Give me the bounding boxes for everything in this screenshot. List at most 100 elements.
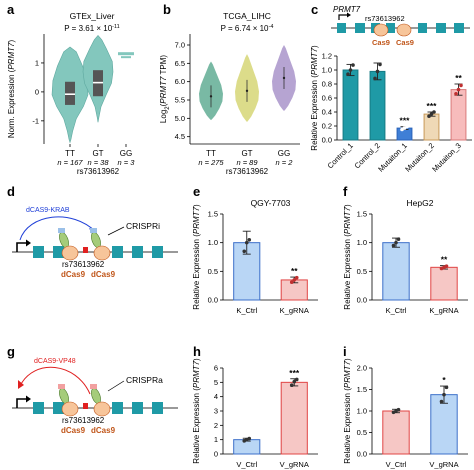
x-tick-label: GG bbox=[120, 149, 132, 158]
diagram-d-dcas9-shape bbox=[61, 245, 79, 261]
y-tick-label: 0.4 bbox=[322, 108, 332, 117]
chart-title: TCGA_LIHC bbox=[223, 11, 271, 21]
y-tick-label: 0.2 bbox=[322, 122, 332, 131]
diagram-g-exon bbox=[132, 402, 143, 414]
diagram-c-cas9-shape bbox=[396, 23, 412, 37]
diagram-d-krab-shape bbox=[58, 228, 65, 233]
data-point bbox=[429, 112, 434, 116]
panel-letter-h: h bbox=[193, 344, 201, 359]
x-tick-label: V_Ctrl bbox=[386, 460, 407, 469]
diagram-d-snp-marker bbox=[83, 247, 88, 253]
chart-h: 0 1 2 3 4 5 6 Relative Expression (PRMT7) V_Ctrl… bbox=[192, 358, 318, 469]
diagram-g-exon bbox=[53, 402, 64, 414]
chart-e: 0.0 0.5 1.0 1.5 QGY-7703 Relative Expression … bbox=[192, 198, 318, 315]
bar bbox=[423, 113, 440, 141]
diagram-c-tss-arrow bbox=[338, 14, 347, 20]
diagram-d-exon bbox=[112, 246, 123, 258]
y-tick-label: 1.2 bbox=[322, 52, 332, 61]
x-tick-label: Control_1 bbox=[326, 141, 355, 170]
bar bbox=[233, 439, 261, 455]
x-tick-label: TT bbox=[65, 149, 75, 158]
data-point bbox=[439, 399, 444, 404]
data-point bbox=[373, 76, 377, 81]
y-tick-label: 0.5 bbox=[208, 267, 218, 276]
y-tick-label: 1.0 bbox=[208, 238, 218, 247]
diagram-d-exon bbox=[152, 246, 163, 258]
diagram-c-gene-label: PRMT7 bbox=[333, 5, 361, 14]
significance-stars: ** bbox=[291, 266, 298, 276]
x-tick-label: Mutaiton_3 bbox=[430, 141, 463, 174]
data-point bbox=[427, 114, 431, 118]
chart-a: -1 0 1 GTEx_Liver P = 3.61 × 10-11 Norm. Expr… bbox=[7, 11, 135, 176]
y-tick-label: -1 bbox=[32, 116, 39, 125]
data-point bbox=[294, 377, 299, 382]
y-tick-label: 0.5 bbox=[357, 267, 367, 276]
data-point bbox=[442, 392, 446, 397]
significance-stars: * bbox=[442, 375, 446, 385]
data-point bbox=[346, 72, 350, 76]
data-point bbox=[289, 383, 294, 388]
bar bbox=[280, 381, 308, 455]
x-axis-label: rs73613962 bbox=[77, 167, 120, 176]
iqr-box bbox=[65, 81, 75, 105]
diagram-g-snp-label: rs73613962 bbox=[62, 416, 105, 425]
diagram-g-vp48-shape bbox=[90, 384, 97, 389]
significance-stars: *** bbox=[289, 368, 300, 378]
data-point bbox=[459, 83, 463, 88]
diagram-d-exon bbox=[132, 246, 143, 258]
data-point bbox=[432, 110, 436, 114]
significance-stars: ** bbox=[441, 255, 448, 265]
y-axis-label: Relative Expression (PRMT7) bbox=[343, 358, 352, 464]
y-tick-label: 3 bbox=[214, 407, 218, 416]
x-tick-label: GT bbox=[241, 149, 252, 158]
diagram-d-dcas9-shape bbox=[93, 245, 111, 261]
diagram-d-dcas9-label: dCas9 bbox=[61, 270, 86, 279]
violin-shape bbox=[118, 52, 134, 56]
x-tick-label: GG bbox=[278, 149, 290, 158]
diagram-c-exon bbox=[436, 23, 446, 33]
bar bbox=[342, 69, 359, 141]
y-axis-label: Log2(PRMT7 TPM) bbox=[159, 55, 171, 123]
data-point bbox=[242, 249, 247, 254]
chart-f: 0.0 0.5 1.0 1.5 HepG2 Relative Expression (PR… bbox=[343, 198, 468, 315]
median-dot bbox=[245, 89, 249, 93]
data-point bbox=[292, 278, 297, 282]
y-tick-label: 4.5 bbox=[175, 132, 185, 141]
y-tick-label: 4 bbox=[214, 392, 218, 401]
y-tick-label: 1.5 bbox=[357, 385, 367, 394]
data-point bbox=[456, 87, 461, 92]
n-label: n = 38 bbox=[87, 158, 109, 167]
y-axis-label: Norm. Expression (PRMT7) bbox=[7, 40, 16, 139]
diagram-d-mode-label: CRISPRi bbox=[126, 221, 160, 231]
data-point bbox=[294, 275, 299, 280]
data-point bbox=[375, 69, 380, 74]
diagram-d: dCAS9-KRAB CRISPRi rs73613962 dCas9 dCas… bbox=[12, 207, 178, 279]
data-point bbox=[444, 264, 449, 268]
y-tick-label: 0.0 bbox=[357, 450, 367, 459]
x-tick-label: V_gRNA bbox=[429, 460, 458, 469]
diagram-d-tss-arrow bbox=[16, 242, 26, 252]
diagram-d-krab-shape bbox=[90, 228, 97, 233]
diagram-c-cas9-label: Cas9 bbox=[396, 38, 414, 47]
diagram-g-vp48-shape bbox=[58, 384, 65, 389]
y-tick-label: 2.0 bbox=[357, 364, 367, 373]
panel-letter-c: c bbox=[311, 2, 318, 17]
x-tick-label: V_gRNA bbox=[280, 460, 309, 469]
y-tick-label: 0.8 bbox=[322, 80, 332, 89]
x-tick-label: K_gRNA bbox=[280, 306, 309, 315]
diagram-d-effector-label: dCAS9-KRAB bbox=[26, 207, 70, 214]
median-dot bbox=[209, 95, 213, 98]
bar bbox=[382, 242, 410, 301]
diagram-g-dcas9-label: dCas9 bbox=[91, 426, 116, 435]
diagram-d-dcas9-label: dCas9 bbox=[91, 270, 116, 279]
y-tick-label: 1.0 bbox=[357, 407, 367, 416]
x-tick-label: TT bbox=[206, 149, 216, 158]
diagram-d-snp-label: rs73613962 bbox=[62, 260, 105, 269]
y-tick-label: 1.5 bbox=[357, 210, 367, 219]
diagram-g-dcas9-label: dCas9 bbox=[61, 426, 86, 435]
x-tick-label: K_gRNA bbox=[429, 306, 458, 315]
y-tick-label: 0.0 bbox=[357, 296, 367, 305]
x-tick-label: K_Ctrl bbox=[236, 306, 257, 315]
panel-letter-a: a bbox=[7, 2, 15, 17]
